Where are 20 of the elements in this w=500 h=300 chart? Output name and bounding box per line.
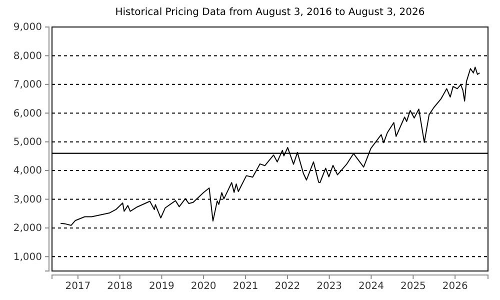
x-tick-label: 2025 (400, 281, 426, 292)
x-tick-label: 2024 (358, 281, 384, 292)
y-tick-label: 8,000 (13, 50, 42, 62)
y-tick-label: 1,000 (13, 252, 42, 263)
y-tick-label: 9,000 (13, 22, 42, 34)
x-tick-label: 2017 (65, 281, 91, 292)
x-tick-label: 2022 (274, 281, 300, 292)
y-tick-label: 7,000 (13, 80, 42, 91)
y-tick-label: 3,000 (13, 194, 42, 206)
y-tick-label: 5,000 (13, 137, 42, 148)
x-tick-label: 2018 (107, 281, 133, 292)
chart-title: Historical Pricing Data from August 3, 2016 to August 3, 2026 (115, 7, 425, 18)
y-tick-label: 4,000 (13, 166, 42, 177)
y-tick-label: 6,000 (13, 108, 42, 120)
x-tick-label: 2026 (442, 281, 468, 292)
x-tick-label: 2019 (148, 281, 174, 292)
x-tick-label: 2021 (232, 281, 258, 292)
y-tick-label: 2,000 (13, 223, 42, 234)
x-tick-label: 2020 (190, 281, 216, 292)
x-tick-label: 2023 (316, 281, 342, 292)
